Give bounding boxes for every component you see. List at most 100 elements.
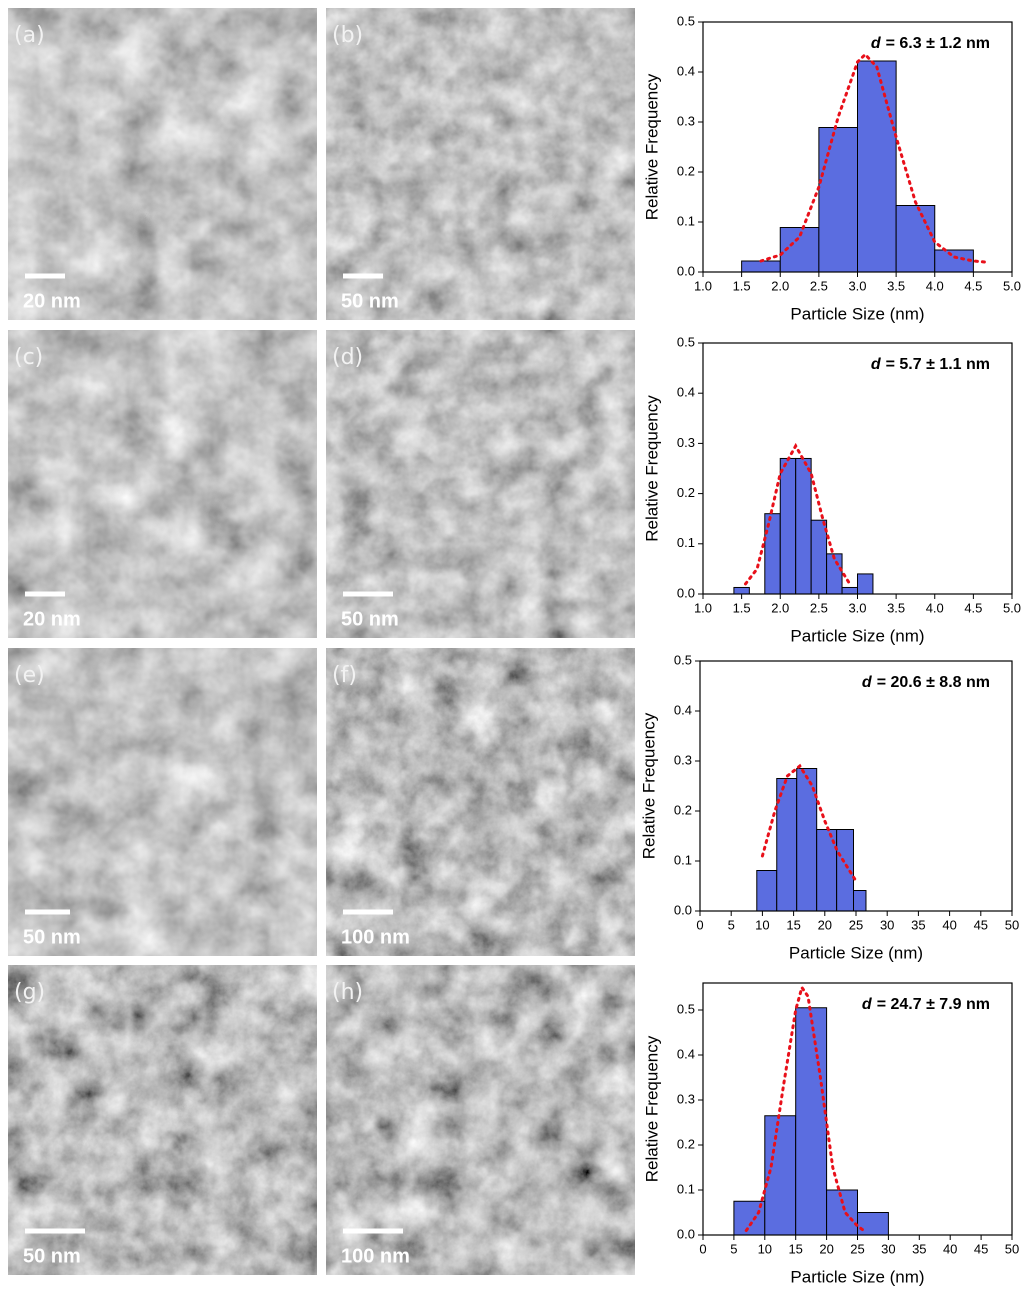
y-tick-label: 0.0: [677, 1226, 695, 1241]
image-panel: (b)50 nm: [326, 8, 635, 320]
x-tick-label: 2.0: [771, 278, 789, 293]
x-tick-label: 5: [728, 917, 735, 932]
y-axis-label: Relative Frequency: [642, 395, 661, 542]
histogram-chart: 051015202530354045500.00.10.20.30.40.5Pa…: [642, 983, 1019, 1286]
histogram-bar: [742, 261, 781, 272]
x-tick-label: 20: [818, 917, 832, 932]
x-axis-label: Particle Size (nm): [790, 304, 924, 323]
scale-bar-label: 50 nm: [341, 608, 399, 630]
y-tick-label: 0.3: [674, 752, 692, 767]
annotation-text: = 6.3 ± 1.2 nm: [886, 35, 990, 52]
scale-bar-label: 50 nm: [23, 926, 81, 948]
y-tick-label: 0.4: [677, 63, 695, 78]
y-tick-label: 0.5: [677, 334, 695, 349]
page: (a) 20 nm (b)50 nm (c) 20 nm (d) 50 nm (e) 50 nm…: [0, 0, 1023, 1289]
x-tick-label: 4.5: [964, 600, 982, 615]
histogram-bar: [765, 1116, 796, 1235]
panel-label: (e): [14, 663, 45, 688]
scale-bar-label: 20 nm: [23, 290, 81, 312]
histogram-bar: [858, 574, 873, 594]
x-tick-label: 25: [850, 1241, 864, 1256]
scale-bar-label: 50 nm: [23, 1245, 81, 1267]
x-axis-label: Particle Size (nm): [789, 943, 923, 962]
image-panel: (e) 50 nm: [8, 648, 317, 956]
panel-label: (a): [14, 23, 45, 48]
y-tick-label: 0.3: [677, 1091, 695, 1106]
image-panel: (c) 20 nm: [8, 330, 317, 638]
y-tick-label: 0.2: [674, 802, 692, 817]
image-panel: (d) 50 nm: [326, 330, 635, 638]
x-tick-label: 5.0: [1003, 600, 1021, 615]
x-tick-label: 50: [1005, 1241, 1019, 1256]
x-tick-label: 5.0: [1003, 278, 1021, 293]
histogram-bar: [819, 128, 858, 273]
x-tick-label: 25: [849, 917, 863, 932]
y-tick-label: 0.1: [677, 213, 695, 228]
annotation-symbol: d: [871, 35, 882, 52]
y-tick-label: 0.4: [674, 702, 692, 717]
x-tick-label: 40: [942, 917, 956, 932]
x-tick-label: 3.5: [887, 278, 905, 293]
x-tick-label: 10: [755, 917, 769, 932]
image-panel: (g) 50 nm: [8, 965, 317, 1275]
x-tick-label: 40: [943, 1241, 957, 1256]
panel-label: (d): [332, 345, 363, 370]
x-tick-label: 3.5: [887, 600, 905, 615]
y-tick-label: 0.4: [677, 385, 695, 400]
histogram-bar: [858, 1213, 889, 1236]
y-tick-label: 0.5: [674, 652, 692, 667]
x-tick-label: 1.5: [733, 278, 751, 293]
annotation-symbol: d: [871, 356, 882, 373]
image-panel: (h)100 nm: [326, 965, 635, 1275]
x-tick-label: 35: [911, 917, 925, 932]
x-tick-label: 4.5: [964, 278, 982, 293]
panel-label: (g): [14, 980, 45, 1005]
annotation-text: = 20.6 ± 8.8 nm: [877, 674, 990, 691]
x-tick-label: 3.0: [848, 278, 866, 293]
x-tick-label: 15: [788, 1241, 802, 1256]
image-panel: (a) 20 nm: [8, 8, 317, 320]
histogram-bar: [858, 61, 897, 272]
y-tick-label: 0.2: [677, 1136, 695, 1151]
panel-label: (c): [14, 345, 43, 370]
annotation: d= 6.3 ± 1.2 nm: [871, 35, 990, 52]
y-tick-label: 0.3: [677, 435, 695, 450]
histogram-bar: [811, 520, 826, 594]
scale-bar-label: 20 nm: [23, 608, 81, 630]
x-tick-label: 50: [1005, 917, 1019, 932]
x-tick-label: 20: [819, 1241, 833, 1256]
histogram-bar: [896, 206, 935, 273]
x-tick-label: 1.0: [694, 600, 712, 615]
annotation-text: = 5.7 ± 1.1 nm: [886, 356, 990, 373]
x-tick-label: 2.5: [810, 278, 828, 293]
y-axis-label: Relative Frequency: [639, 712, 658, 859]
annotation-text: = 24.7 ± 7.9 nm: [877, 996, 990, 1013]
annotation-symbol: d: [862, 996, 873, 1013]
annotation: d= 24.7 ± 7.9 nm: [862, 996, 990, 1013]
y-tick-label: 0.5: [677, 1001, 695, 1016]
x-tick-label: 4.0: [926, 278, 944, 293]
x-tick-label: 10: [758, 1241, 772, 1256]
annotation: d= 5.7 ± 1.1 nm: [871, 356, 990, 373]
plot-frame: [703, 343, 1012, 594]
histogram-bar: [780, 458, 795, 594]
y-tick-label: 0.1: [677, 1181, 695, 1196]
figure: (a) 20 nm (b)50 nm (c) 20 nm (d) 50 nm (e) 50 nm…: [0, 0, 1023, 1289]
x-tick-label: 15: [786, 917, 800, 932]
histogram-bar: [757, 871, 777, 912]
y-tick-label: 0.0: [674, 902, 692, 917]
y-axis-label: Relative Frequency: [642, 1035, 661, 1182]
x-axis-label: Particle Size (nm): [790, 1267, 924, 1286]
y-tick-label: 0.0: [677, 263, 695, 278]
x-tick-label: 5: [730, 1241, 737, 1256]
x-tick-label: 2.0: [771, 600, 789, 615]
y-tick-label: 0.1: [674, 852, 692, 867]
x-tick-label: 3.0: [848, 600, 866, 615]
y-tick-label: 0.3: [677, 113, 695, 128]
x-axis-label: Particle Size (nm): [790, 626, 924, 645]
x-tick-label: 4.0: [926, 600, 944, 615]
x-tick-label: 30: [881, 1241, 895, 1256]
scale-bar-label: 100 nm: [341, 926, 410, 948]
